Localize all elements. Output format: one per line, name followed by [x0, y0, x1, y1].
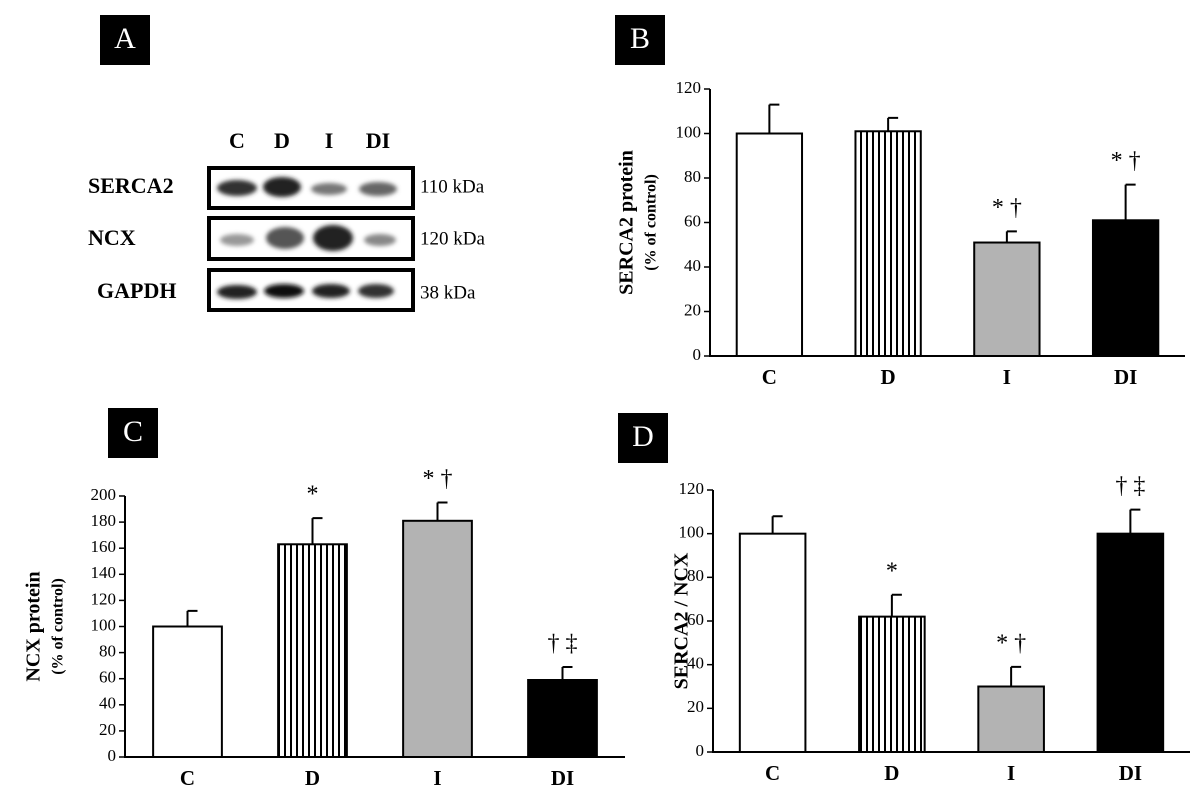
- y-tick-label: 60: [687, 610, 704, 629]
- y-tick-label: 160: [91, 537, 117, 556]
- x-tick-label: D: [884, 761, 899, 785]
- significance-mark: * †: [1111, 148, 1141, 174]
- error-bar: [186, 609, 198, 627]
- error-bar: [1005, 230, 1017, 243]
- panel-box: [615, 15, 665, 65]
- bar: [402, 519, 473, 758]
- bar: [1096, 532, 1165, 754]
- bar: [152, 625, 223, 758]
- y-tick-label: 80: [687, 566, 704, 585]
- y-tick-label: 120: [679, 479, 705, 498]
- bar: [977, 685, 1045, 753]
- y-tick-label: 20: [684, 300, 701, 319]
- size-label: 110 kDa: [420, 176, 485, 197]
- row-label: NCX: [88, 225, 136, 250]
- error-bar: [436, 501, 448, 521]
- significance-mark: *: [886, 558, 898, 584]
- error-bar: [768, 103, 780, 134]
- error-bar: [1124, 183, 1136, 221]
- bar: [854, 130, 922, 357]
- error-bar: [887, 116, 899, 132]
- y-tick-label: 100: [676, 122, 702, 141]
- y-tick-label: 0: [108, 746, 117, 765]
- x-tick-label: DI: [1114, 365, 1137, 389]
- significance-mark: *: [307, 482, 319, 508]
- panel-box: [100, 15, 150, 65]
- x-tick-label: D: [881, 365, 896, 389]
- bar-chart: C NCX protein (% of control) 0 20 40 60 80 100 12…: [23, 408, 625, 790]
- significance-mark: * †: [996, 630, 1026, 656]
- y-tick-label: 100: [91, 615, 117, 634]
- y-tick-label: 80: [684, 167, 701, 186]
- x-tick-label: C: [180, 766, 195, 790]
- panel-label: A: [114, 22, 136, 55]
- y-tick-label: 120: [676, 78, 702, 97]
- lane-label: DI: [366, 128, 390, 153]
- panel-label: B: [630, 22, 650, 55]
- error-bar: [771, 515, 783, 534]
- y-tick-label: 40: [99, 694, 116, 713]
- x-tick-label: I: [433, 766, 441, 790]
- x-tick-label: C: [762, 365, 777, 389]
- panel-box: [108, 408, 158, 458]
- significance-mark: * †: [423, 466, 453, 492]
- significance-mark: † ‡: [548, 630, 578, 656]
- y-tick-label: 140: [91, 563, 117, 582]
- x-tick-label: C: [765, 761, 780, 785]
- bar-chart: B SERCA2 protein (% of control) 0 20 40 60 80 10…: [615, 15, 1185, 389]
- row-label: GAPDH: [97, 278, 176, 303]
- panel-label: D: [632, 420, 654, 453]
- y-tick-label: 20: [687, 697, 704, 716]
- y-axis-label: SERCA2 protein: [616, 150, 638, 295]
- bar: [527, 679, 598, 759]
- y-tick-label: 40: [687, 654, 704, 673]
- x-tick-label: D: [305, 766, 320, 790]
- bar-chart: D SERCA2 / NCX 0 20 40 60 80 100 120 C D * I * † DI † ‡: [618, 413, 1190, 785]
- y-tick-label: 40: [684, 256, 701, 275]
- bar: [738, 532, 807, 754]
- significance-mark: † ‡: [1115, 473, 1145, 499]
- y-tick-label: 120: [91, 589, 117, 608]
- error-bar: [1010, 665, 1022, 687]
- y-tick-label: 100: [679, 523, 705, 542]
- y-tick-label: 60: [684, 211, 701, 230]
- significance-mark: * †: [992, 195, 1022, 221]
- bar: [973, 241, 1041, 357]
- y-axis-sublabel: (% of control): [50, 578, 67, 675]
- y-tick-label: 20: [99, 720, 116, 739]
- panel-box: [618, 413, 668, 463]
- bar: [735, 132, 804, 357]
- blot-panel: A C D I DI SERCA2 NCX GAPDH 110 kDa 120 …: [88, 15, 485, 312]
- bar: [858, 615, 926, 754]
- y-axis-label: SERCA2 / NCX: [671, 552, 693, 689]
- error-bar: [561, 665, 573, 681]
- x-tick-label: DI: [1119, 761, 1142, 785]
- bands: [217, 177, 397, 299]
- bar: [277, 543, 348, 758]
- y-axis-label: NCX protein: [23, 571, 45, 681]
- y-tick-label: 80: [99, 642, 116, 661]
- lane-label: C: [229, 128, 245, 153]
- size-label: 38 kDa: [420, 282, 476, 303]
- y-tick-label: 200: [91, 485, 117, 504]
- y-tick-label: 0: [696, 741, 705, 760]
- bar: [1091, 219, 1160, 357]
- row-label: SERCA2: [88, 173, 174, 198]
- lane-label: D: [274, 128, 290, 153]
- error-bar: [890, 593, 902, 617]
- y-tick-label: 0: [693, 345, 702, 364]
- error-bar: [311, 517, 323, 545]
- y-tick-label: 60: [99, 668, 116, 687]
- size-label: 120 kDa: [420, 228, 485, 249]
- lane-label: I: [325, 128, 334, 153]
- error-bar: [1129, 508, 1141, 534]
- y-axis-sublabel: (% of control): [643, 174, 660, 271]
- y-tick-label: 180: [91, 511, 117, 530]
- panel-label: C: [123, 415, 143, 448]
- x-tick-label: I: [1003, 365, 1011, 389]
- x-tick-label: DI: [551, 766, 574, 790]
- x-tick-label: I: [1007, 761, 1015, 785]
